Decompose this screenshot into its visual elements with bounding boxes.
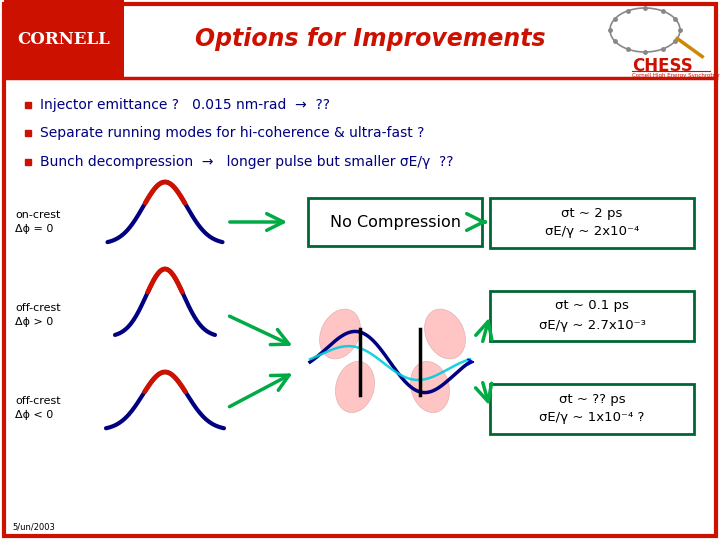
Text: σt ~ ?? ps: σt ~ ?? ps bbox=[559, 393, 625, 406]
Text: σE/γ ~ 2.7x10⁻³: σE/γ ~ 2.7x10⁻³ bbox=[539, 319, 645, 332]
Ellipse shape bbox=[320, 309, 361, 359]
Text: CORNELL: CORNELL bbox=[17, 30, 110, 48]
Text: σt ~ 0.1 ps: σt ~ 0.1 ps bbox=[555, 300, 629, 313]
Text: Options for Improvements: Options for Improvements bbox=[194, 27, 545, 51]
Text: CHESS: CHESS bbox=[632, 57, 693, 75]
Ellipse shape bbox=[336, 361, 374, 413]
Text: Cornell High Energy Synchrotron Source: Cornell High Energy Synchrotron Source bbox=[632, 73, 720, 78]
FancyBboxPatch shape bbox=[490, 291, 694, 341]
Text: off-crest
Δϕ > 0: off-crest Δϕ > 0 bbox=[15, 303, 60, 327]
Text: σE/γ ~ 2x10⁻⁴: σE/γ ~ 2x10⁻⁴ bbox=[545, 226, 639, 239]
FancyBboxPatch shape bbox=[490, 198, 694, 248]
FancyBboxPatch shape bbox=[308, 198, 482, 246]
Text: Separate running modes for hi-coherence & ultra-fast ?: Separate running modes for hi-coherence … bbox=[40, 126, 424, 140]
Bar bbox=[4, 0, 124, 78]
Text: 5/un/2003: 5/un/2003 bbox=[12, 523, 55, 532]
Text: on-crest
Δϕ = 0: on-crest Δϕ = 0 bbox=[15, 210, 60, 234]
Ellipse shape bbox=[410, 361, 449, 413]
Text: Bunch decompression  →   longer pulse but smaller σE/γ  ??: Bunch decompression → longer pulse but s… bbox=[40, 155, 454, 169]
Ellipse shape bbox=[425, 309, 465, 359]
Text: Injector emittance ?   0.015 nm-rad  →  ??: Injector emittance ? 0.015 nm-rad → ?? bbox=[40, 98, 330, 112]
FancyBboxPatch shape bbox=[490, 384, 694, 434]
Text: No Compression: No Compression bbox=[330, 214, 461, 230]
Text: off-crest
Δϕ < 0: off-crest Δϕ < 0 bbox=[15, 396, 60, 420]
Text: σE/γ ~ 1x10⁻⁴ ?: σE/γ ~ 1x10⁻⁴ ? bbox=[539, 411, 644, 424]
Text: σt ~ 2 ps: σt ~ 2 ps bbox=[562, 206, 623, 219]
